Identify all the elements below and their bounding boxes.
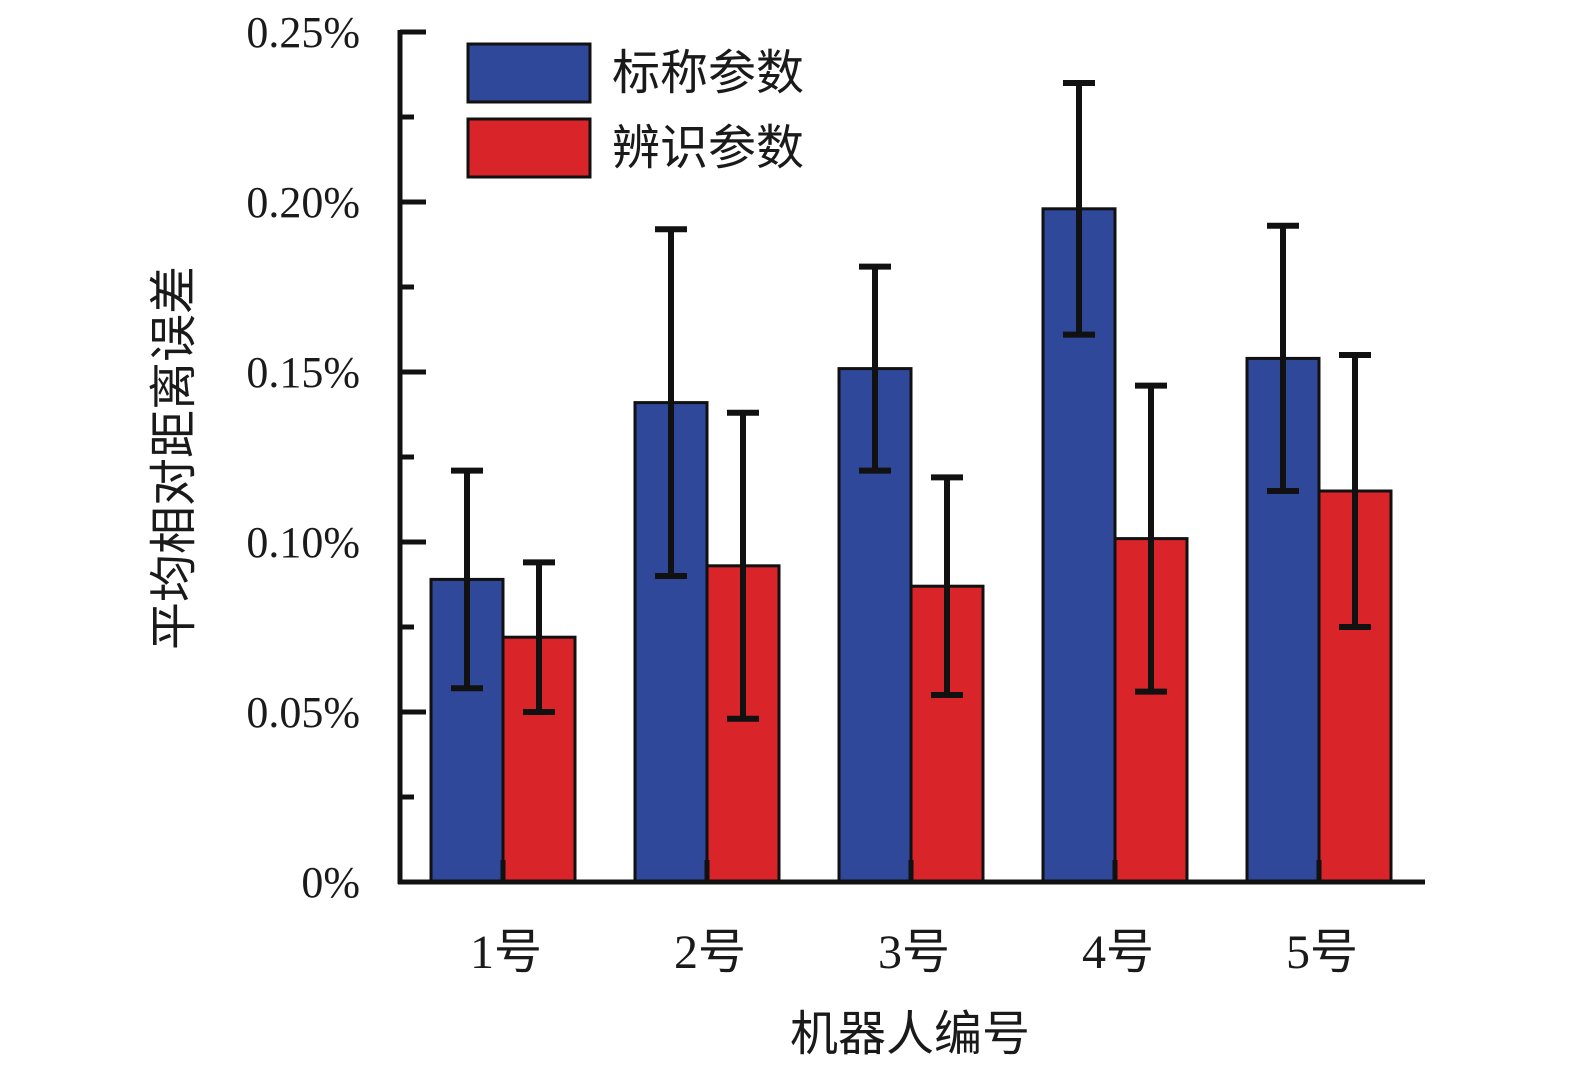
error-bar-identified-3 bbox=[931, 474, 963, 698]
y-tick-label: 0.25% bbox=[246, 8, 360, 57]
bars-layer bbox=[429, 207, 1393, 884]
x-tick-label: 3号 bbox=[878, 926, 950, 979]
legend-swatch-nominal bbox=[466, 42, 592, 104]
error-bar-identified-2 bbox=[727, 409, 759, 722]
error-bar-identified-4 bbox=[1135, 382, 1167, 695]
error-bar-nominal-3 bbox=[859, 263, 891, 474]
error-bar-nominal-4 bbox=[1063, 80, 1095, 338]
y-tick-label: 0.10% bbox=[246, 518, 360, 567]
x-tick-label: 4号 bbox=[1082, 926, 1154, 979]
error-bar-nominal-1 bbox=[451, 467, 483, 692]
y-tick-label: 0% bbox=[301, 858, 360, 907]
error-bar-identified-1 bbox=[523, 559, 555, 715]
legend-swatch-identified bbox=[466, 117, 592, 179]
x-axis-title: 机器人编号 bbox=[790, 1008, 1030, 1061]
y-ticks: 0% 0.05% 0.10% 0.15% 0.20% 0.25% bbox=[246, 8, 426, 907]
y-tick-label: 0.05% bbox=[246, 688, 360, 737]
x-tick-label: 5号 bbox=[1286, 926, 1358, 979]
error-bar-nominal-5 bbox=[1267, 222, 1299, 494]
x-tick-label: 2号 bbox=[674, 926, 746, 979]
y-tick-label: 0.15% bbox=[246, 348, 360, 397]
error-bar-nominal-2 bbox=[655, 226, 687, 579]
error-bars-layer bbox=[451, 80, 1371, 722]
legend-label-nominal: 标称参数 bbox=[612, 47, 804, 100]
x-tick-labels: 1号 2号 3号 4号 5号 bbox=[470, 926, 1358, 979]
error-bar-identified-5 bbox=[1339, 352, 1371, 630]
y-tick-label: 0.20% bbox=[246, 178, 360, 227]
y-axis-title: 平均相对距离误差 bbox=[148, 266, 201, 650]
x-tick-label: 1号 bbox=[470, 926, 542, 979]
legend-label-identified: 辨识参数 bbox=[612, 122, 804, 175]
